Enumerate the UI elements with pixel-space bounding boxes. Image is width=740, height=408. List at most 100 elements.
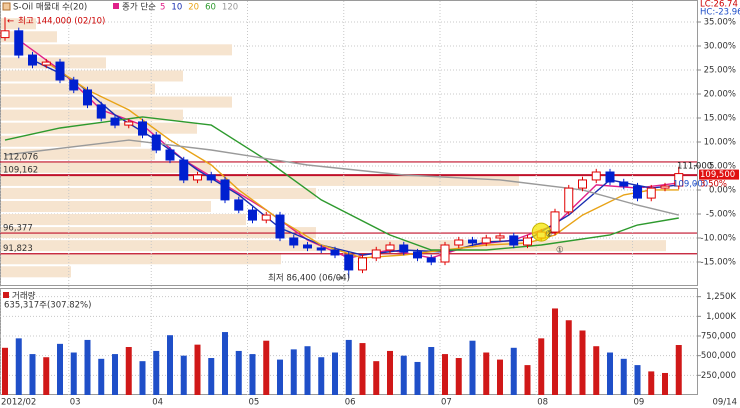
high-arrow: ← <box>7 17 14 27</box>
volume-bar <box>469 340 476 395</box>
volume-profile-bar <box>1 161 211 173</box>
lc-label: LC:26.74 <box>700 0 738 10</box>
volume-bar <box>208 358 215 395</box>
x-tick-label: 03 <box>70 398 81 408</box>
candle-body <box>316 247 326 251</box>
volume-bar <box>263 340 270 395</box>
candle-body <box>69 79 79 91</box>
volume-profile-bar <box>1 135 141 147</box>
volume-bar <box>675 345 682 395</box>
legend-entry: 60 <box>205 3 216 13</box>
legend-entry: 20 <box>188 3 199 13</box>
candle-body <box>344 254 354 271</box>
level-label: 96,377 <box>3 224 33 234</box>
candle-body <box>138 121 147 136</box>
volume-bar <box>607 352 613 395</box>
volume-bar <box>524 365 531 395</box>
candle-body <box>550 211 560 233</box>
volume-bar <box>139 361 146 395</box>
price-title: S-Oil 매물대 수(20) <box>13 3 87 13</box>
candle-body <box>261 214 271 221</box>
candle-body <box>633 185 642 199</box>
volume-label: 635,317주(307.82%) <box>4 301 91 311</box>
candle-body <box>124 121 134 126</box>
legend-entry: 5 <box>160 3 165 13</box>
volume-bar <box>579 330 586 395</box>
marks-layer <box>0 17 684 395</box>
x-tick-label: 06 <box>345 398 356 408</box>
volume-bar <box>112 354 118 395</box>
volume-profile-bar <box>1 18 36 30</box>
annotation: ① <box>556 246 564 256</box>
candle-body <box>454 239 464 246</box>
volume-bar <box>153 350 160 395</box>
y-tick-label: 5.00% <box>709 162 736 172</box>
y-tick-label: 1,000K <box>706 312 736 322</box>
volume-bar <box>552 308 558 395</box>
candle-body <box>523 237 532 246</box>
volume-bar <box>483 352 490 395</box>
candle-body <box>605 171 615 183</box>
legend-icon <box>3 292 9 298</box>
moving-average-line <box>4 116 679 251</box>
volume-bar <box>235 350 242 395</box>
candle-body <box>303 244 312 249</box>
y-tick-label: 10.00% <box>704 138 736 148</box>
volume-profile-bar <box>1 70 183 82</box>
y-tick-label: -5.00% <box>706 209 736 219</box>
candle-body <box>399 244 409 253</box>
legend-icon <box>2 2 11 11</box>
candle-body <box>151 134 161 151</box>
volume-profile-bar <box>1 122 197 134</box>
candle-body <box>206 174 216 181</box>
candle-body <box>96 104 106 119</box>
volume-profile-bar <box>1 187 316 199</box>
volume-bar <box>304 346 311 395</box>
volume-bar <box>98 358 105 395</box>
y-tick-label: 25.00% <box>704 66 736 76</box>
volume-bar <box>428 347 435 395</box>
candle-body <box>564 187 574 213</box>
volume-profile-bar <box>1 253 281 265</box>
volume-profile-bar <box>1 200 211 213</box>
x-end-label: 09/14 <box>713 398 738 408</box>
candle-body <box>248 209 257 221</box>
highlight-circle <box>531 222 551 242</box>
candle-body <box>440 244 450 263</box>
volume-bar <box>332 352 338 395</box>
candle-body <box>110 117 120 126</box>
volume-bar <box>318 357 325 395</box>
candle-body <box>660 185 670 189</box>
y-tick-label: 15.00% <box>704 114 736 124</box>
high-label: 최고 144,000 (02/10) <box>18 16 105 27</box>
volume-profile-bar <box>1 57 106 69</box>
level-label: 109,162 <box>3 166 38 176</box>
legend-entry: 120 <box>222 3 238 13</box>
candle-body <box>371 249 381 259</box>
volume-bar <box>414 361 421 395</box>
candle-body <box>674 173 684 187</box>
y-tick-label: 500,000 <box>701 351 736 361</box>
price-tag-label: 109,000 <box>673 179 708 189</box>
candle-body <box>0 30 10 39</box>
y-tick-label: -10.00% <box>701 233 736 243</box>
price-tag-label: 111,000 <box>677 161 712 171</box>
candle-body <box>234 199 244 211</box>
ma-legend-title: 종가 단순 <box>122 2 156 13</box>
x-tick-label: 2012/02 <box>1 398 36 408</box>
candle-body <box>413 251 422 259</box>
level-label: 91,823 <box>3 244 33 254</box>
level-label: 112,076 <box>3 152 38 162</box>
volume-bar <box>125 347 132 395</box>
annotation: ② <box>545 230 553 240</box>
y-tick-label: 0.00% <box>709 186 736 196</box>
volume-bar <box>290 349 297 395</box>
volume-profile-bar <box>1 96 232 108</box>
volume-bar <box>387 350 393 395</box>
candle-body <box>275 214 285 239</box>
volume-bar <box>565 320 572 395</box>
candle-body <box>385 244 395 251</box>
candle-body <box>481 237 491 244</box>
volume-profile-bar <box>1 174 519 186</box>
volume-profile-bar <box>1 109 183 121</box>
